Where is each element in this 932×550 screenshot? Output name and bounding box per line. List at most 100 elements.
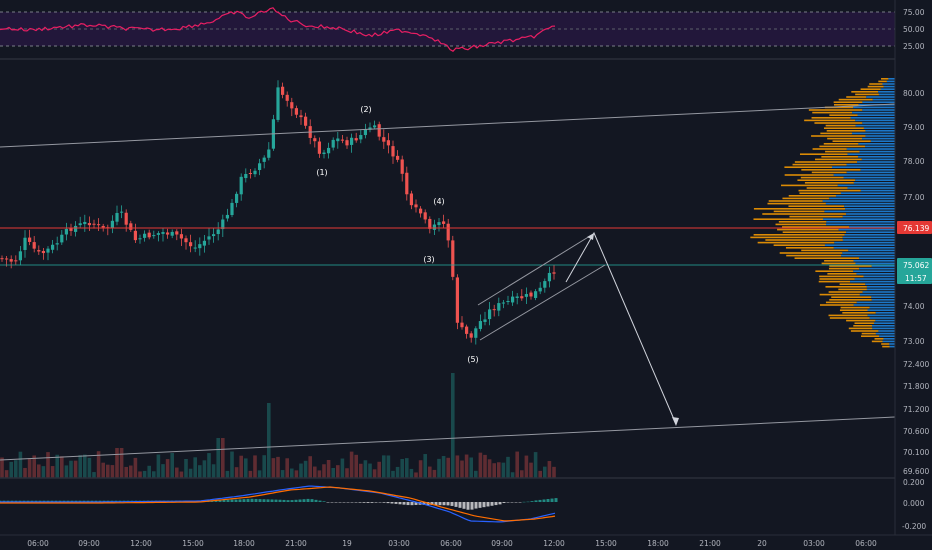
profile-bar-buy bbox=[875, 332, 895, 335]
time-tick-4: 18:00 bbox=[233, 539, 255, 548]
profile-bar-sell bbox=[804, 119, 856, 122]
price-tick-78: 78.00 bbox=[903, 157, 925, 166]
profile-bar-buy bbox=[871, 296, 895, 298]
profile-bar-buy bbox=[840, 192, 895, 194]
profile-bar-sell bbox=[824, 260, 854, 262]
volume-bar bbox=[115, 448, 119, 478]
profile-bar-buy bbox=[859, 257, 895, 259]
volume-bar bbox=[262, 455, 266, 478]
price-scale[interactable]: 75.00 50.00 25.00 80.00 79.00 78.00 77.0… bbox=[894, 0, 932, 535]
profile-bar-sell bbox=[753, 218, 823, 220]
volume-bar bbox=[267, 403, 271, 478]
channel-lower[interactable] bbox=[479, 264, 606, 341]
profile-bar-sell bbox=[779, 252, 843, 254]
candle-body bbox=[281, 86, 285, 95]
candle-body bbox=[294, 108, 298, 115]
price-tick-80: 80.00 bbox=[903, 89, 925, 98]
volume-bar bbox=[69, 460, 73, 478]
candle-body bbox=[488, 309, 492, 320]
profile-bar-buy bbox=[842, 236, 895, 239]
candle-body bbox=[92, 223, 96, 225]
macd-hist-bar bbox=[46, 500, 50, 502]
profile-bar-sell bbox=[794, 161, 858, 163]
profile-bar-buy bbox=[825, 202, 895, 205]
time-axis[interactable]: 06:00 09:00 12:00 15:00 18:00 21:00 19 0… bbox=[0, 534, 932, 550]
candle-body bbox=[267, 149, 271, 158]
profile-bar-buy bbox=[863, 127, 895, 129]
profile-bar-buy bbox=[889, 345, 895, 348]
macd-hist-bar bbox=[334, 502, 338, 503]
upper-trendline[interactable] bbox=[0, 103, 896, 148]
candle-body bbox=[28, 237, 32, 242]
profile-bar-buy bbox=[850, 280, 895, 283]
volume-bar bbox=[138, 471, 142, 478]
profile-bar-sell bbox=[829, 299, 872, 301]
profile-bar-buy bbox=[862, 101, 895, 103]
profile-bar-buy bbox=[833, 247, 895, 249]
macd-hist-bar bbox=[346, 502, 350, 503]
profile-bar-buy bbox=[857, 156, 895, 158]
profile-bar-sell bbox=[753, 208, 846, 210]
macd-hist-bar bbox=[226, 499, 230, 502]
time-tick-7: 03:00 bbox=[388, 539, 410, 548]
macd-hist-bar bbox=[14, 500, 18, 502]
channel-upper[interactable] bbox=[477, 235, 591, 306]
candle-body bbox=[170, 231, 174, 236]
candle-body bbox=[547, 272, 551, 282]
macd-hist-bar bbox=[542, 499, 546, 502]
candle-body bbox=[184, 238, 188, 243]
macd-hist-bar bbox=[246, 498, 250, 502]
profile-bar-sell bbox=[753, 234, 845, 236]
volume-bar bbox=[423, 454, 427, 478]
forecast-path[interactable] bbox=[565, 231, 677, 425]
candle-body bbox=[225, 214, 229, 219]
profile-bar-buy bbox=[866, 286, 895, 288]
profile-bar-sell bbox=[869, 83, 883, 85]
profile-bar-buy bbox=[878, 93, 895, 96]
volume-bar bbox=[451, 373, 455, 478]
volume-bar bbox=[64, 465, 69, 478]
profile-bar-sell bbox=[784, 174, 834, 176]
macd-hist-bar bbox=[50, 500, 54, 502]
macd-hist-bar bbox=[218, 500, 222, 502]
candle-body bbox=[299, 115, 303, 118]
volume-bar bbox=[538, 470, 542, 478]
macd-hist-bar bbox=[318, 500, 322, 502]
volume-bar bbox=[382, 455, 386, 478]
lower-trendline[interactable] bbox=[0, 416, 896, 461]
candle-body bbox=[359, 135, 363, 140]
rsi-tick-25: 25.00 bbox=[903, 42, 925, 51]
macd-hist-bar bbox=[494, 502, 498, 506]
candle-body bbox=[189, 242, 193, 247]
macd-hist-bar bbox=[470, 502, 474, 510]
signal-line bbox=[0, 486, 556, 522]
profile-bar-buy bbox=[856, 301, 895, 304]
volume-bar bbox=[14, 460, 18, 478]
macd-hist-bar bbox=[482, 502, 486, 508]
arrow-head-down-icon bbox=[672, 417, 679, 426]
profile-bar-buy bbox=[873, 322, 895, 324]
candle-body bbox=[290, 102, 294, 109]
time-tick-12: 18:00 bbox=[647, 539, 669, 548]
macd-hist-bar bbox=[302, 499, 306, 502]
price-tick-71800: 71.800 bbox=[903, 382, 929, 391]
macd-hist-bar bbox=[506, 502, 510, 503]
volume-bar bbox=[391, 470, 395, 478]
macd-hist-bar bbox=[306, 498, 310, 502]
volume-bars bbox=[0, 373, 556, 478]
profile-bar-buy bbox=[844, 234, 895, 236]
profile-bar-buy bbox=[846, 148, 895, 150]
profile-bar-buy bbox=[865, 130, 895, 132]
profile-bar-sell bbox=[819, 275, 864, 278]
volume-bar bbox=[179, 471, 184, 478]
macd-hist-bar bbox=[54, 500, 58, 502]
profile-bar-sell bbox=[820, 132, 852, 135]
macd-hist-bar bbox=[78, 500, 82, 502]
volume-bar bbox=[276, 456, 280, 478]
profile-bar-buy bbox=[846, 213, 895, 215]
volume-bar bbox=[313, 466, 317, 478]
profile-bar-buy bbox=[882, 83, 895, 85]
volume-bar bbox=[543, 466, 547, 478]
candle-body bbox=[465, 326, 469, 334]
